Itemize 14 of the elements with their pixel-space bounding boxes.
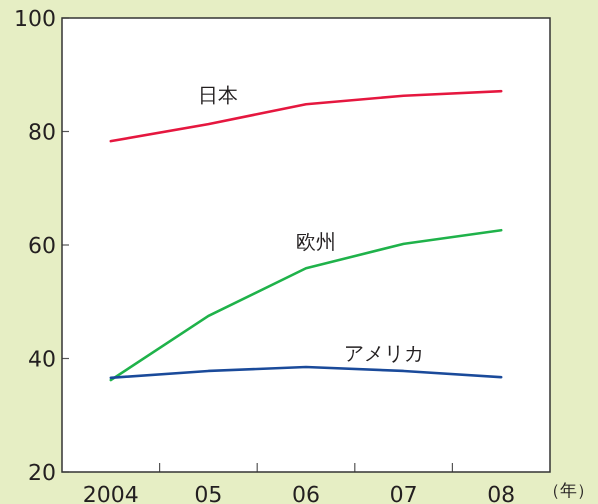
series-label: アメリカ	[344, 340, 424, 365]
xlabel: （年）	[543, 481, 594, 501]
series-label: 欧州	[296, 229, 336, 254]
series-label: 日本	[198, 83, 238, 108]
xtick: 05	[194, 483, 222, 504]
ytick: 40	[28, 348, 56, 372]
ytick: 60	[28, 234, 56, 259]
ytick: 80	[28, 120, 56, 146]
xtick: 06	[292, 483, 320, 504]
xtick: 08	[487, 483, 516, 504]
xtick: 07	[390, 483, 418, 504]
xtick: 2004	[82, 483, 139, 504]
ytick: 100	[14, 7, 56, 32]
ytick: 20	[28, 461, 56, 486]
